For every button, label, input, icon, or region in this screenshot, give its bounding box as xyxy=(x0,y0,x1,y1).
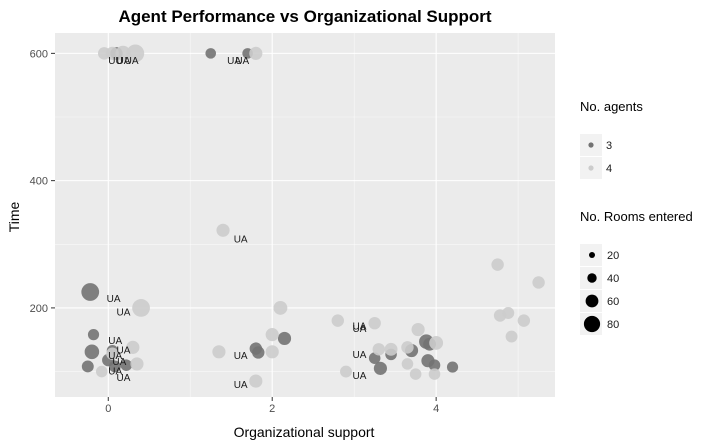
legend-no-agents: No. agents 3 4 xyxy=(580,99,643,179)
data-point xyxy=(216,223,230,237)
data-point xyxy=(81,283,100,301)
data-point xyxy=(429,335,444,350)
data-point xyxy=(130,357,144,371)
point-label: UA xyxy=(108,367,122,378)
data-point xyxy=(411,322,425,337)
data-point xyxy=(108,360,121,373)
point-label: UA xyxy=(116,346,130,357)
chart-title: Agent Performance vs Organizational Supp… xyxy=(118,7,491,26)
y-tick-label: 600 xyxy=(30,48,48,60)
point-label: UA xyxy=(353,324,367,335)
data-point xyxy=(340,365,352,378)
point-label: UA xyxy=(116,373,130,384)
y-tick-label: 200 xyxy=(30,303,48,315)
point-label: UA xyxy=(116,308,130,319)
data-points xyxy=(81,44,545,388)
data-point xyxy=(249,374,263,388)
data-point xyxy=(428,359,441,371)
x-tick-label: 4 xyxy=(433,403,439,415)
x-tick-label: 2 xyxy=(269,403,275,415)
legend-label: 3 xyxy=(606,140,612,152)
data-point xyxy=(401,341,414,354)
legend-swatch xyxy=(588,165,594,171)
data-point xyxy=(212,345,226,359)
x-tick-label: 0 xyxy=(105,403,111,415)
legend-swatch xyxy=(588,142,594,148)
data-point xyxy=(126,340,140,354)
point-label: UU xyxy=(108,56,122,67)
data-point xyxy=(505,330,518,343)
data-point xyxy=(373,361,387,375)
data-point xyxy=(105,46,119,60)
data-point xyxy=(84,344,100,360)
point-label: UA xyxy=(235,56,249,67)
axes: 0 2 4 200 400 600 xyxy=(30,48,440,415)
point-label: UA xyxy=(107,294,121,305)
data-point xyxy=(428,368,441,380)
data-point xyxy=(265,345,279,359)
data-point xyxy=(87,329,100,341)
data-point xyxy=(372,343,385,356)
point-label: UA xyxy=(234,351,248,362)
point-label: UA xyxy=(234,234,248,245)
legend-size-swatch xyxy=(585,294,599,308)
data-point xyxy=(115,45,131,61)
legend-rooms-entered: No. Rooms entered 20 40 60 80 xyxy=(580,209,693,335)
legend-title: No. Rooms entered xyxy=(580,209,693,224)
data-point xyxy=(502,307,515,319)
legend-label: 4 xyxy=(606,163,612,175)
y-axis-title: Time xyxy=(6,201,22,232)
legend-size-swatch xyxy=(587,273,597,283)
legend-label: 40 xyxy=(607,273,619,285)
x-axis-title: Organizational support xyxy=(234,424,375,440)
data-point xyxy=(409,368,422,380)
data-point xyxy=(446,361,459,373)
data-point xyxy=(252,346,265,359)
legend-label: 80 xyxy=(607,319,619,331)
data-point xyxy=(205,48,217,59)
data-point xyxy=(106,347,119,360)
data-point xyxy=(95,365,108,378)
data-point xyxy=(368,316,381,330)
data-point xyxy=(120,359,133,371)
point-label: UA xyxy=(116,56,130,67)
point-label: UA xyxy=(227,56,241,67)
legend-label: 60 xyxy=(607,296,619,308)
point-label: UA xyxy=(108,336,122,347)
legend-label: 20 xyxy=(607,250,619,262)
data-point xyxy=(331,314,344,327)
point-label: UA xyxy=(353,350,367,361)
point-label: UA xyxy=(234,380,248,391)
data-point xyxy=(384,342,398,356)
point-label: UA xyxy=(125,56,139,67)
data-point xyxy=(81,360,94,373)
point-label: UA xyxy=(108,351,122,362)
data-point xyxy=(277,331,292,346)
data-point xyxy=(273,300,288,315)
data-point xyxy=(532,276,545,289)
data-point xyxy=(517,314,531,327)
plot-panel xyxy=(55,33,555,397)
legend-title: No. agents xyxy=(580,99,643,114)
data-point xyxy=(126,44,145,63)
legend-size-swatch xyxy=(583,315,601,333)
data-point xyxy=(249,46,263,60)
data-point xyxy=(132,299,150,317)
point-label: UA xyxy=(112,357,126,368)
legend-size-swatch xyxy=(589,252,595,258)
gridlines xyxy=(55,33,555,397)
point-label: UA xyxy=(353,371,367,382)
point-label: UA xyxy=(353,322,367,333)
data-point xyxy=(401,358,414,370)
data-point xyxy=(265,328,279,342)
data-point xyxy=(491,258,504,271)
y-tick-label: 400 xyxy=(30,176,48,188)
